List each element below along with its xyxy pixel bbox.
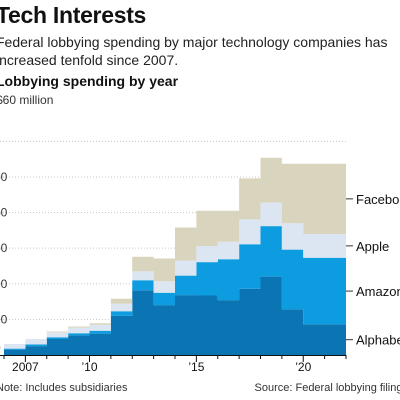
y-tick-label: 0 — [0, 341, 1, 355]
legend-label-amazon: Amazon — [356, 284, 400, 299]
area-facebook — [4, 157, 346, 344]
x-tick-label: ’20 — [295, 360, 311, 374]
chart-heading: Lobbying spending by year — [0, 73, 179, 89]
x-tick-label: 2007 — [12, 360, 39, 374]
chart-areas — [4, 157, 346, 355]
y-tick-label: 20 — [0, 277, 8, 291]
page-title: Tech Interests — [0, 2, 147, 28]
x-tick-label: ’15 — [188, 360, 204, 374]
legend-label-alphabet: Alphabet — [356, 333, 400, 348]
y-tick-label: 50 — [0, 170, 8, 184]
x-tick-label: ’10 — [81, 360, 97, 374]
x-axis: 2007 ’10 ’15 ’20 — [0, 355, 347, 374]
y-tick-label: 40 — [0, 206, 8, 220]
chart-note: Note: Includes subsidiaries — [0, 382, 128, 394]
chart-source: Source: Federal lobbying filings — [254, 382, 400, 394]
chart-subtitle: Federal lobbying spending by major techn… — [0, 34, 388, 68]
y-axis-unit-label: $60 million — [0, 93, 54, 107]
legend-label-apple: Apple — [356, 239, 389, 254]
legend-label-facebook: Facebook — [356, 192, 400, 207]
y-tick-label: 30 — [0, 241, 8, 255]
legend: Alphabet Amazon Apple Facebook — [346, 192, 400, 348]
y-tick-label: 10 — [0, 312, 8, 326]
y-axis-labels: 10 20 30 40 50 0 — [0, 170, 8, 355]
